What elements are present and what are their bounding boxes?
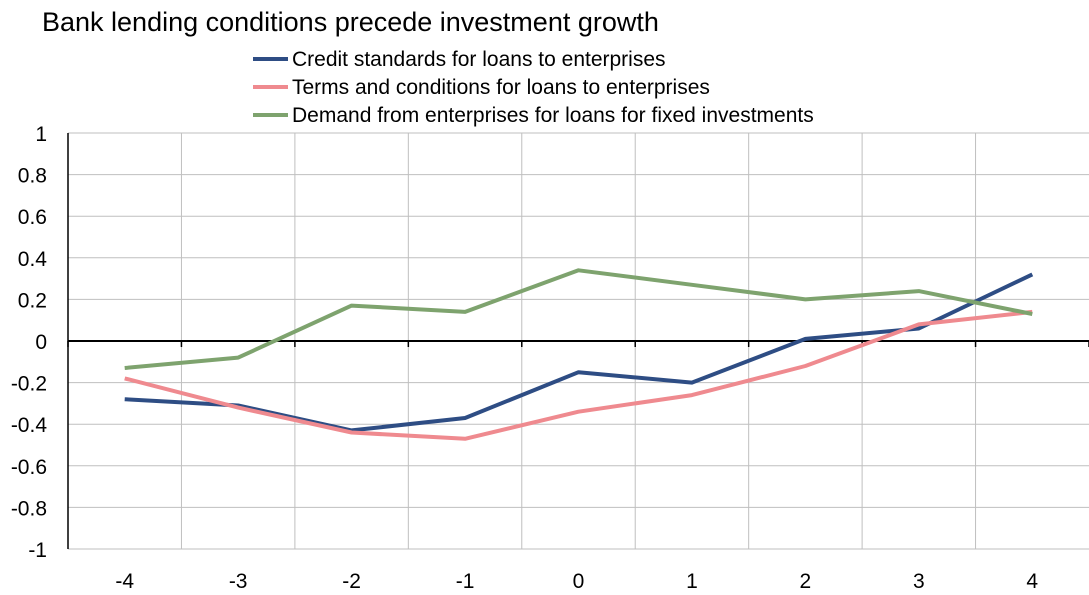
x-tick-label-7: 3 [913,570,925,593]
x-tick-label-8: 4 [1026,570,1038,593]
y-tick-label-7: -0.4 [11,414,48,437]
y-tick-label-5: 0 [35,331,47,354]
y-tick-label-10: -1 [28,539,47,562]
x-tick-label-6: 2 [800,570,812,593]
series-lines [124,268,1034,441]
x-tick-label-3: -1 [456,570,475,593]
y-tick-label-2: 0.6 [18,206,47,229]
legend-label-3: Demand from enterprises for loans for fi… [292,104,814,127]
x-tick-label-4: 0 [573,570,585,593]
x-tick-label-5: 1 [686,570,698,593]
x-tick-label-0: -4 [115,570,134,593]
y-tick-label-3: 0.4 [18,248,48,271]
x-tick-label-1: -3 [229,570,248,593]
y-tick-label-8: -0.6 [11,456,47,479]
y-tick-label-9: -0.8 [11,497,47,520]
x-tick-label-2: -2 [342,570,361,593]
legend: Credit standards for loans to enterprise… [253,48,814,127]
y-tick-label-6: -0.2 [11,373,47,396]
series-line-2 [124,309,1033,441]
legend-label-1: Credit standards for loans to enterprise… [292,48,666,71]
series-line-3 [124,268,1033,370]
y-tick-label-4: 0.2 [18,289,47,312]
legend-label-2: Terms and conditions for loans to enterp… [292,76,710,99]
chart-title: Bank lending conditions precede investme… [42,7,659,37]
y-tick-label-0: 1 [35,123,47,146]
x-axis: -4 -3 -2 -1 0 1 2 3 4 [67,340,1089,593]
y-axis: 1 0.8 0.6 0.4 0.2 0 -0.2 -0.4 -0.6 -0.8 -1 [11,123,69,562]
y-tick-label-1: 0.8 [18,165,47,188]
series-line-1 [124,272,1034,433]
